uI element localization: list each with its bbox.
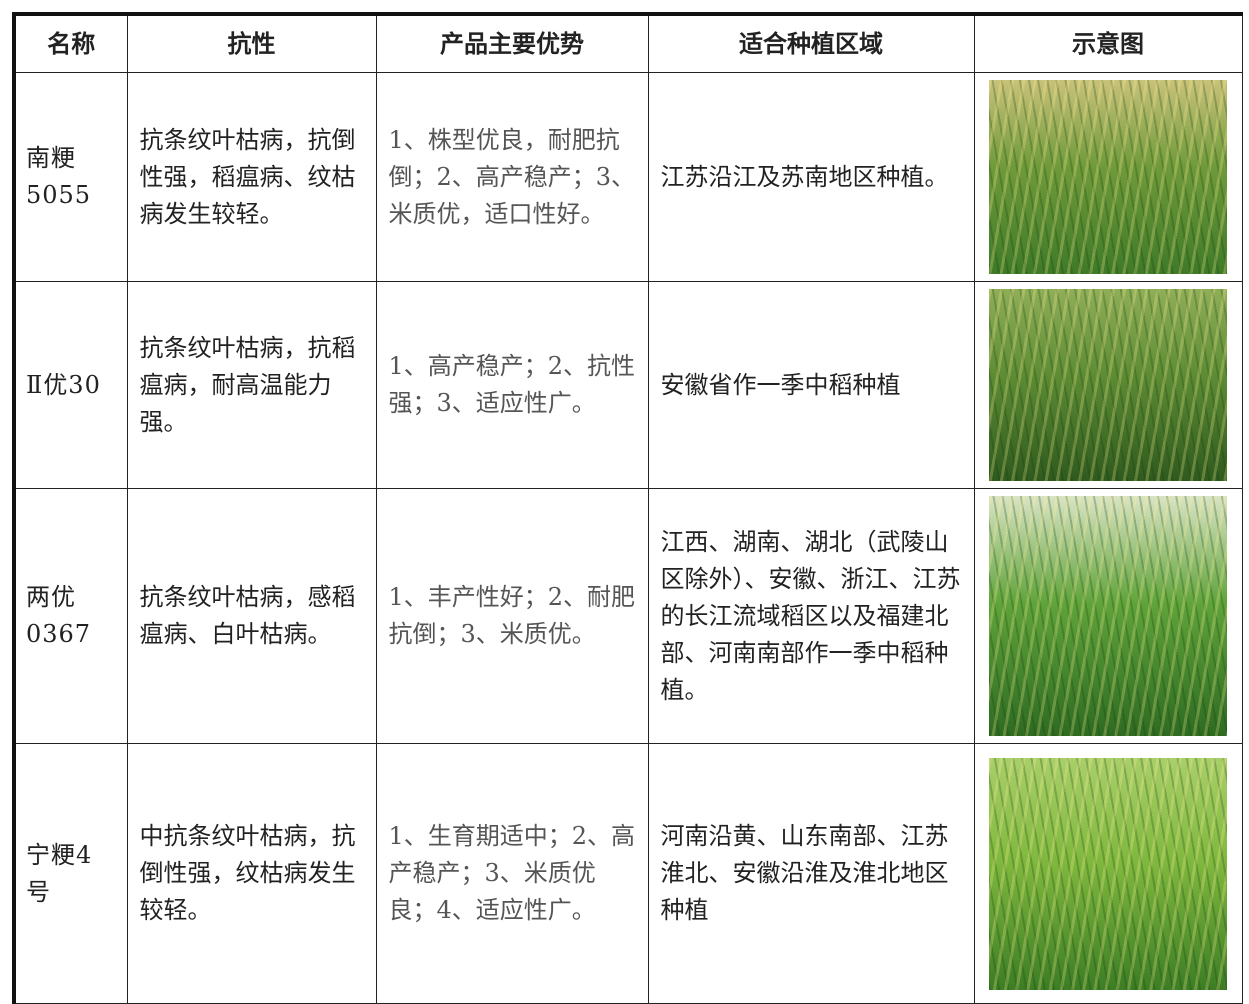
table-cell: 南粳5055 — [13, 72, 128, 282]
table-row: 两优0367 抗条纹叶枯病，感稻瘟病、白叶枯病。 1、丰产性好；2、耐肥抗倒；3、米… — [13, 488, 1243, 744]
table-cell: 1、高产稳产；2、抗性强；3、适应性广。 — [375, 281, 649, 489]
table-cell: 宁粳4号 — [13, 743, 128, 1004]
photo-cell — [973, 281, 1243, 489]
table-cell: 1、丰产性好；2、耐肥抗倒；3、米质优。 — [375, 488, 649, 744]
table-row: Ⅱ优30 抗条纹叶枯病，抗稻瘟病，耐高温能力强。 1、高产稳产；2、抗性强；3、适应… — [13, 281, 1243, 489]
header-cell: 产品主要优势 — [375, 13, 649, 73]
table-row: 南粳5055 抗条纹叶枯病，抗倒性强，稻瘟病、纹枯病发生较轻。 1、株型优良，耐肥抗… — [13, 72, 1243, 282]
table-row: 宁粳4号 中抗条纹叶枯病，抗倒性强，纹枯病发生较轻。 1、生育期适中；2、高产稳产；… — [13, 743, 1243, 1004]
rice-photo — [989, 289, 1227, 481]
table-cell: 1、株型优良，耐肥抗倒；2、高产稳产；3、米质优，适口性好。 — [375, 72, 649, 282]
variety-table: 名称 抗性 产品主要优势 适合种植区域 示意图 南粳5055 抗条纹叶枯病，抗倒性强，稻瘟… — [12, 12, 1243, 1004]
header-cell: 适合种植区域 — [647, 13, 975, 73]
table-cell: 抗条纹叶枯病，抗稻瘟病，耐高温能力强。 — [126, 281, 377, 489]
table-body: 南粳5055 抗条纹叶枯病，抗倒性强，稻瘟病、纹枯病发生较轻。 1、株型优良，耐肥抗… — [13, 72, 1243, 1004]
table-cell: 1、生育期适中；2、高产稳产；3、米质优良；4、适应性广。 — [375, 743, 649, 1004]
rice-photo — [989, 80, 1227, 274]
header-cell: 示意图 — [973, 13, 1243, 73]
table-cell: 河南沿黄、山东南部、江苏淮北、安徽沿淮及淮北地区种植 — [647, 743, 975, 1004]
photo-cell — [973, 743, 1243, 1004]
table-cell: Ⅱ优30 — [13, 281, 128, 489]
table-cell: 中抗条纹叶枯病，抗倒性强，纹枯病发生较轻。 — [126, 743, 377, 1004]
header-row: 名称 抗性 产品主要优势 适合种植区域 示意图 — [13, 13, 1243, 73]
rice-photo — [989, 757, 1227, 990]
table-cell: 江西、湖南、湖北（武陵山区除外）、安徽、浙江、江苏的长江流域稻区以及福建北部、河… — [647, 488, 975, 744]
header-cell: 抗性 — [126, 13, 377, 73]
table-cell: 两优0367 — [13, 488, 128, 744]
photo-cell — [973, 488, 1243, 744]
table-cell: 安徽省作一季中稻种植 — [647, 281, 975, 489]
header-cell: 名称 — [13, 13, 128, 73]
table-cell: 抗条纹叶枯病，感稻瘟病、白叶枯病。 — [126, 488, 377, 744]
table-cell: 江苏沿江及苏南地区种植。 — [647, 72, 975, 282]
rice-photo — [989, 496, 1227, 736]
photo-cell — [973, 72, 1243, 282]
table-cell: 抗条纹叶枯病，抗倒性强，稻瘟病、纹枯病发生较轻。 — [126, 72, 377, 282]
